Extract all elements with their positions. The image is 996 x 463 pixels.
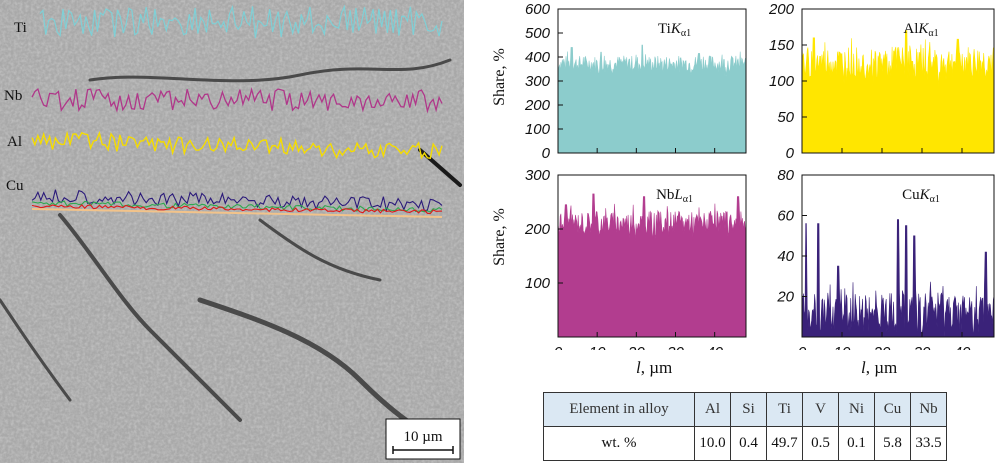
y-tick-label: 40 <box>777 248 794 265</box>
y-tick-label: 150 <box>769 37 795 54</box>
profile-label-nb: Nb <box>4 88 22 104</box>
table-header-cell: Al <box>694 392 731 427</box>
table-header-cell: Ni <box>838 392 875 427</box>
profile-labels: Ti Nb Al Cu <box>4 20 27 194</box>
y-tick-label: 100 <box>769 73 795 90</box>
chart-nb-la1: 100 200 300 0 10 20 30 40 NbLα1 <box>524 167 747 350</box>
y-tick-label: 100 <box>525 275 551 292</box>
scale-bar-label: 10 µm <box>403 429 442 445</box>
table-header-cell: Element in alloy <box>543 392 695 427</box>
panel-title-nb: NbLα1 <box>656 187 693 205</box>
table-cell: 0.5 <box>802 426 839 461</box>
table-header-row: Element in alloy Al Si Ti V Ni Cu Nb <box>543 392 947 427</box>
y-axis-label-top: Share, % <box>491 48 508 106</box>
y-tick-label: 0 <box>542 145 551 160</box>
table-row: wt. % 10.0 0.4 49.7 0.5 0.1 5.8 33.5 <box>543 426 947 461</box>
x-axis-label-right: l, µm <box>861 358 897 378</box>
panel-title-al: AlKα1 <box>903 21 938 39</box>
table-header-cell: Si <box>730 392 767 427</box>
table-header-cell: Nb <box>910 392 947 427</box>
x-tick-label: 20 <box>627 344 645 350</box>
y-tick-label: 300 <box>525 73 551 90</box>
x-tick-label: 10 <box>834 344 851 350</box>
y-tick-label: 200 <box>524 97 551 114</box>
table-cell: wt. % <box>543 426 695 461</box>
x-axis-unit-right: , µm <box>865 358 898 377</box>
chart-cu-ka1: 20 40 60 80 0 10 20 30 40 CuKα1 <box>776 167 995 350</box>
x-axis-label-left: l, µm <box>636 358 672 378</box>
y-tick-label: 200 <box>768 1 795 18</box>
profile-al <box>31 130 443 160</box>
profile-minor-green <box>31 200 443 213</box>
scan-line <box>31 208 443 218</box>
y-tick-label: 20 <box>776 289 794 306</box>
y-tick-label: 50 <box>777 109 794 126</box>
x-tick-label: 40 <box>954 344 971 350</box>
x-tick-label: 20 <box>873 344 891 350</box>
x-tick-label: 10 <box>589 344 606 350</box>
x-tick-label: 30 <box>914 344 931 350</box>
line-scan-profiles <box>31 4 443 218</box>
profile-label-al: Al <box>7 134 22 150</box>
y-tick-label: 60 <box>777 208 794 225</box>
y-tick-label: 500 <box>525 25 551 42</box>
panel-title-ti: TiKα1 <box>658 21 691 39</box>
y-tick-label: 200 <box>524 221 551 238</box>
table-cell: 49.7 <box>766 426 803 461</box>
x-tick-label: 30 <box>667 344 684 350</box>
table-cell: 0.4 <box>730 426 767 461</box>
profile-nb <box>31 87 443 114</box>
x-axis-unit-left: , µm <box>640 358 673 377</box>
series-area-ti <box>557 44 747 154</box>
y-tick-label: 100 <box>525 121 551 138</box>
profile-ti <box>39 4 443 38</box>
series-area-nb <box>557 193 747 338</box>
table-cell: 33.5 <box>910 426 947 461</box>
y-tick-label: 0 <box>786 145 795 160</box>
plot-frame <box>557 174 747 338</box>
x-tick-label: 0 <box>798 344 807 350</box>
y-tick-label: 400 <box>525 49 551 66</box>
table-header-cell: V <box>802 392 839 427</box>
y-tick-label: 80 <box>777 167 794 184</box>
profile-cu <box>31 189 443 213</box>
table-cell: 0.1 <box>838 426 875 461</box>
x-axis-var-left: l <box>636 358 641 377</box>
y-axis-label-bottom: Share, % <box>491 208 508 266</box>
scale-bar: 10 µm <box>385 418 461 460</box>
profile-minor-red <box>31 203 443 215</box>
y-tick-label: 300 <box>525 167 551 184</box>
chart-ti-ka1: 0 100 200 300 400 500 600 TiKα1 <box>524 1 747 160</box>
table-header-cell: Ti <box>766 392 803 427</box>
y-tick-label: 600 <box>525 1 551 18</box>
series-area-al <box>801 30 995 154</box>
sem-micrograph: Ti Nb Al Cu 10 µm <box>0 0 464 463</box>
table-cell: 10.0 <box>694 426 731 461</box>
chart-al-ka1: 0 50 100 150 200 AlKα1 <box>768 1 995 160</box>
x-tick-label: 40 <box>706 344 723 350</box>
x-axis-var-right: l <box>861 358 866 377</box>
series-area-cu <box>801 219 995 338</box>
profile-label-ti: Ti <box>14 20 27 36</box>
table-cell: 5.8 <box>874 426 911 461</box>
composition-table: Element in alloy Al Si Ti V Ni Cu Nb wt.… <box>543 392 947 461</box>
panel-title-cu: CuKα1 <box>902 187 940 205</box>
profile-label-cu: Cu <box>6 178 24 194</box>
x-tick-label: 0 <box>554 344 563 350</box>
micrograph-lamellae <box>0 0 464 463</box>
table-header-cell: Cu <box>874 392 911 427</box>
